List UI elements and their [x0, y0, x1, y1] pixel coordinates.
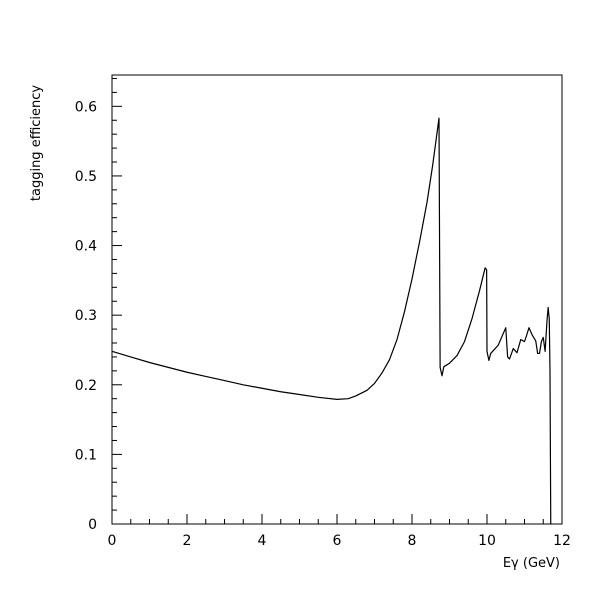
x-tick-label: 10 — [478, 533, 496, 549]
y-axis-label: tagging efficiency — [29, 85, 44, 202]
y-tick-label: 0.5 — [75, 169, 97, 185]
y-tick-label: 0.1 — [75, 447, 97, 463]
x-axis-ticks: 0 2 4 6 8 10 12 — [108, 514, 571, 549]
y-tick-label: 0.6 — [75, 99, 97, 115]
series-layer — [111, 117, 552, 525]
plot-frame — [111, 74, 563, 525]
y-tick-label: 0 — [88, 517, 97, 533]
y-axis-ticks: 0 0.1 0.2 0.3 0.4 0.5 0.6 — [75, 77, 122, 533]
x-tick-label: 2 — [183, 533, 192, 549]
x-tick-label: 8 — [408, 533, 417, 549]
x-tick-label: 6 — [333, 533, 342, 549]
efficiency-curve — [111, 117, 552, 525]
y-tick-label: 0.2 — [75, 378, 97, 394]
x-axis-label: Eγ (GeV) — [503, 556, 560, 571]
x-tick-label: 12 — [553, 533, 571, 549]
x-tick-label: 4 — [258, 533, 267, 549]
y-tick-label: 0.3 — [75, 308, 97, 324]
y-tick-label: 0.4 — [75, 239, 97, 255]
x-tick-label: 0 — [108, 533, 117, 549]
